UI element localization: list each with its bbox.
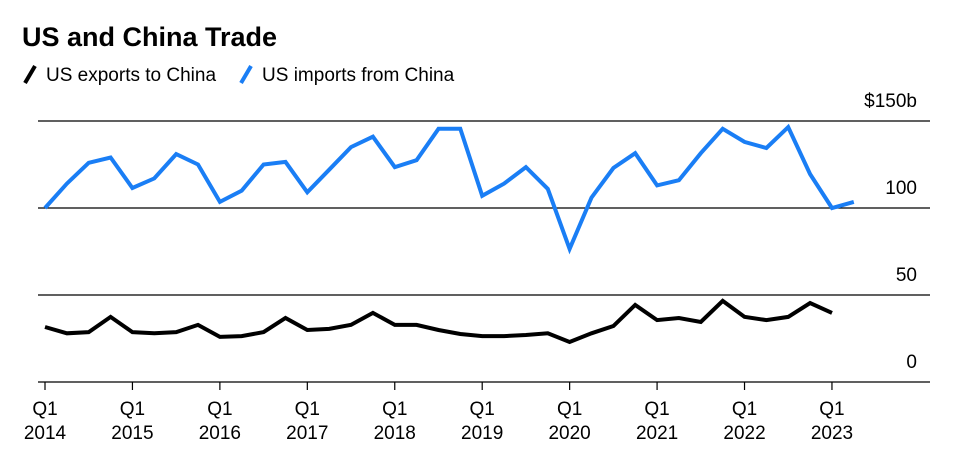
x-tick-label: Q1 2019 <box>461 399 504 444</box>
series-line <box>43 123 855 255</box>
x-tick-label: Q1 2022 <box>723 399 766 444</box>
y-tick-label: 100 <box>885 178 917 199</box>
legend-icon <box>239 64 253 85</box>
x-tick-label: Q1 2023 <box>810 399 854 444</box>
x-tick-label: Q1 2020 <box>548 399 591 444</box>
legend-label: US imports from China <box>262 65 455 86</box>
x-tick-label: Q1 2016 <box>198 399 242 444</box>
y-tick-label: 50 <box>896 265 917 286</box>
legend-label: US exports to China <box>46 65 216 86</box>
x-tick-label: Q1 2021 <box>635 399 679 444</box>
x-tick-label: Q1 2018 <box>373 399 416 444</box>
x-tick-label: Q1 2014 <box>23 399 67 444</box>
x-tick-label: Q1 2015 <box>111 399 154 444</box>
series-line <box>44 298 833 345</box>
y-tick-label: $150b <box>864 91 917 112</box>
chart-title: US and China Trade <box>22 22 277 52</box>
legend-icon <box>23 64 37 85</box>
y-tick-label: 0 <box>906 352 917 373</box>
x-tick-label: Q1 2017 <box>286 399 329 444</box>
